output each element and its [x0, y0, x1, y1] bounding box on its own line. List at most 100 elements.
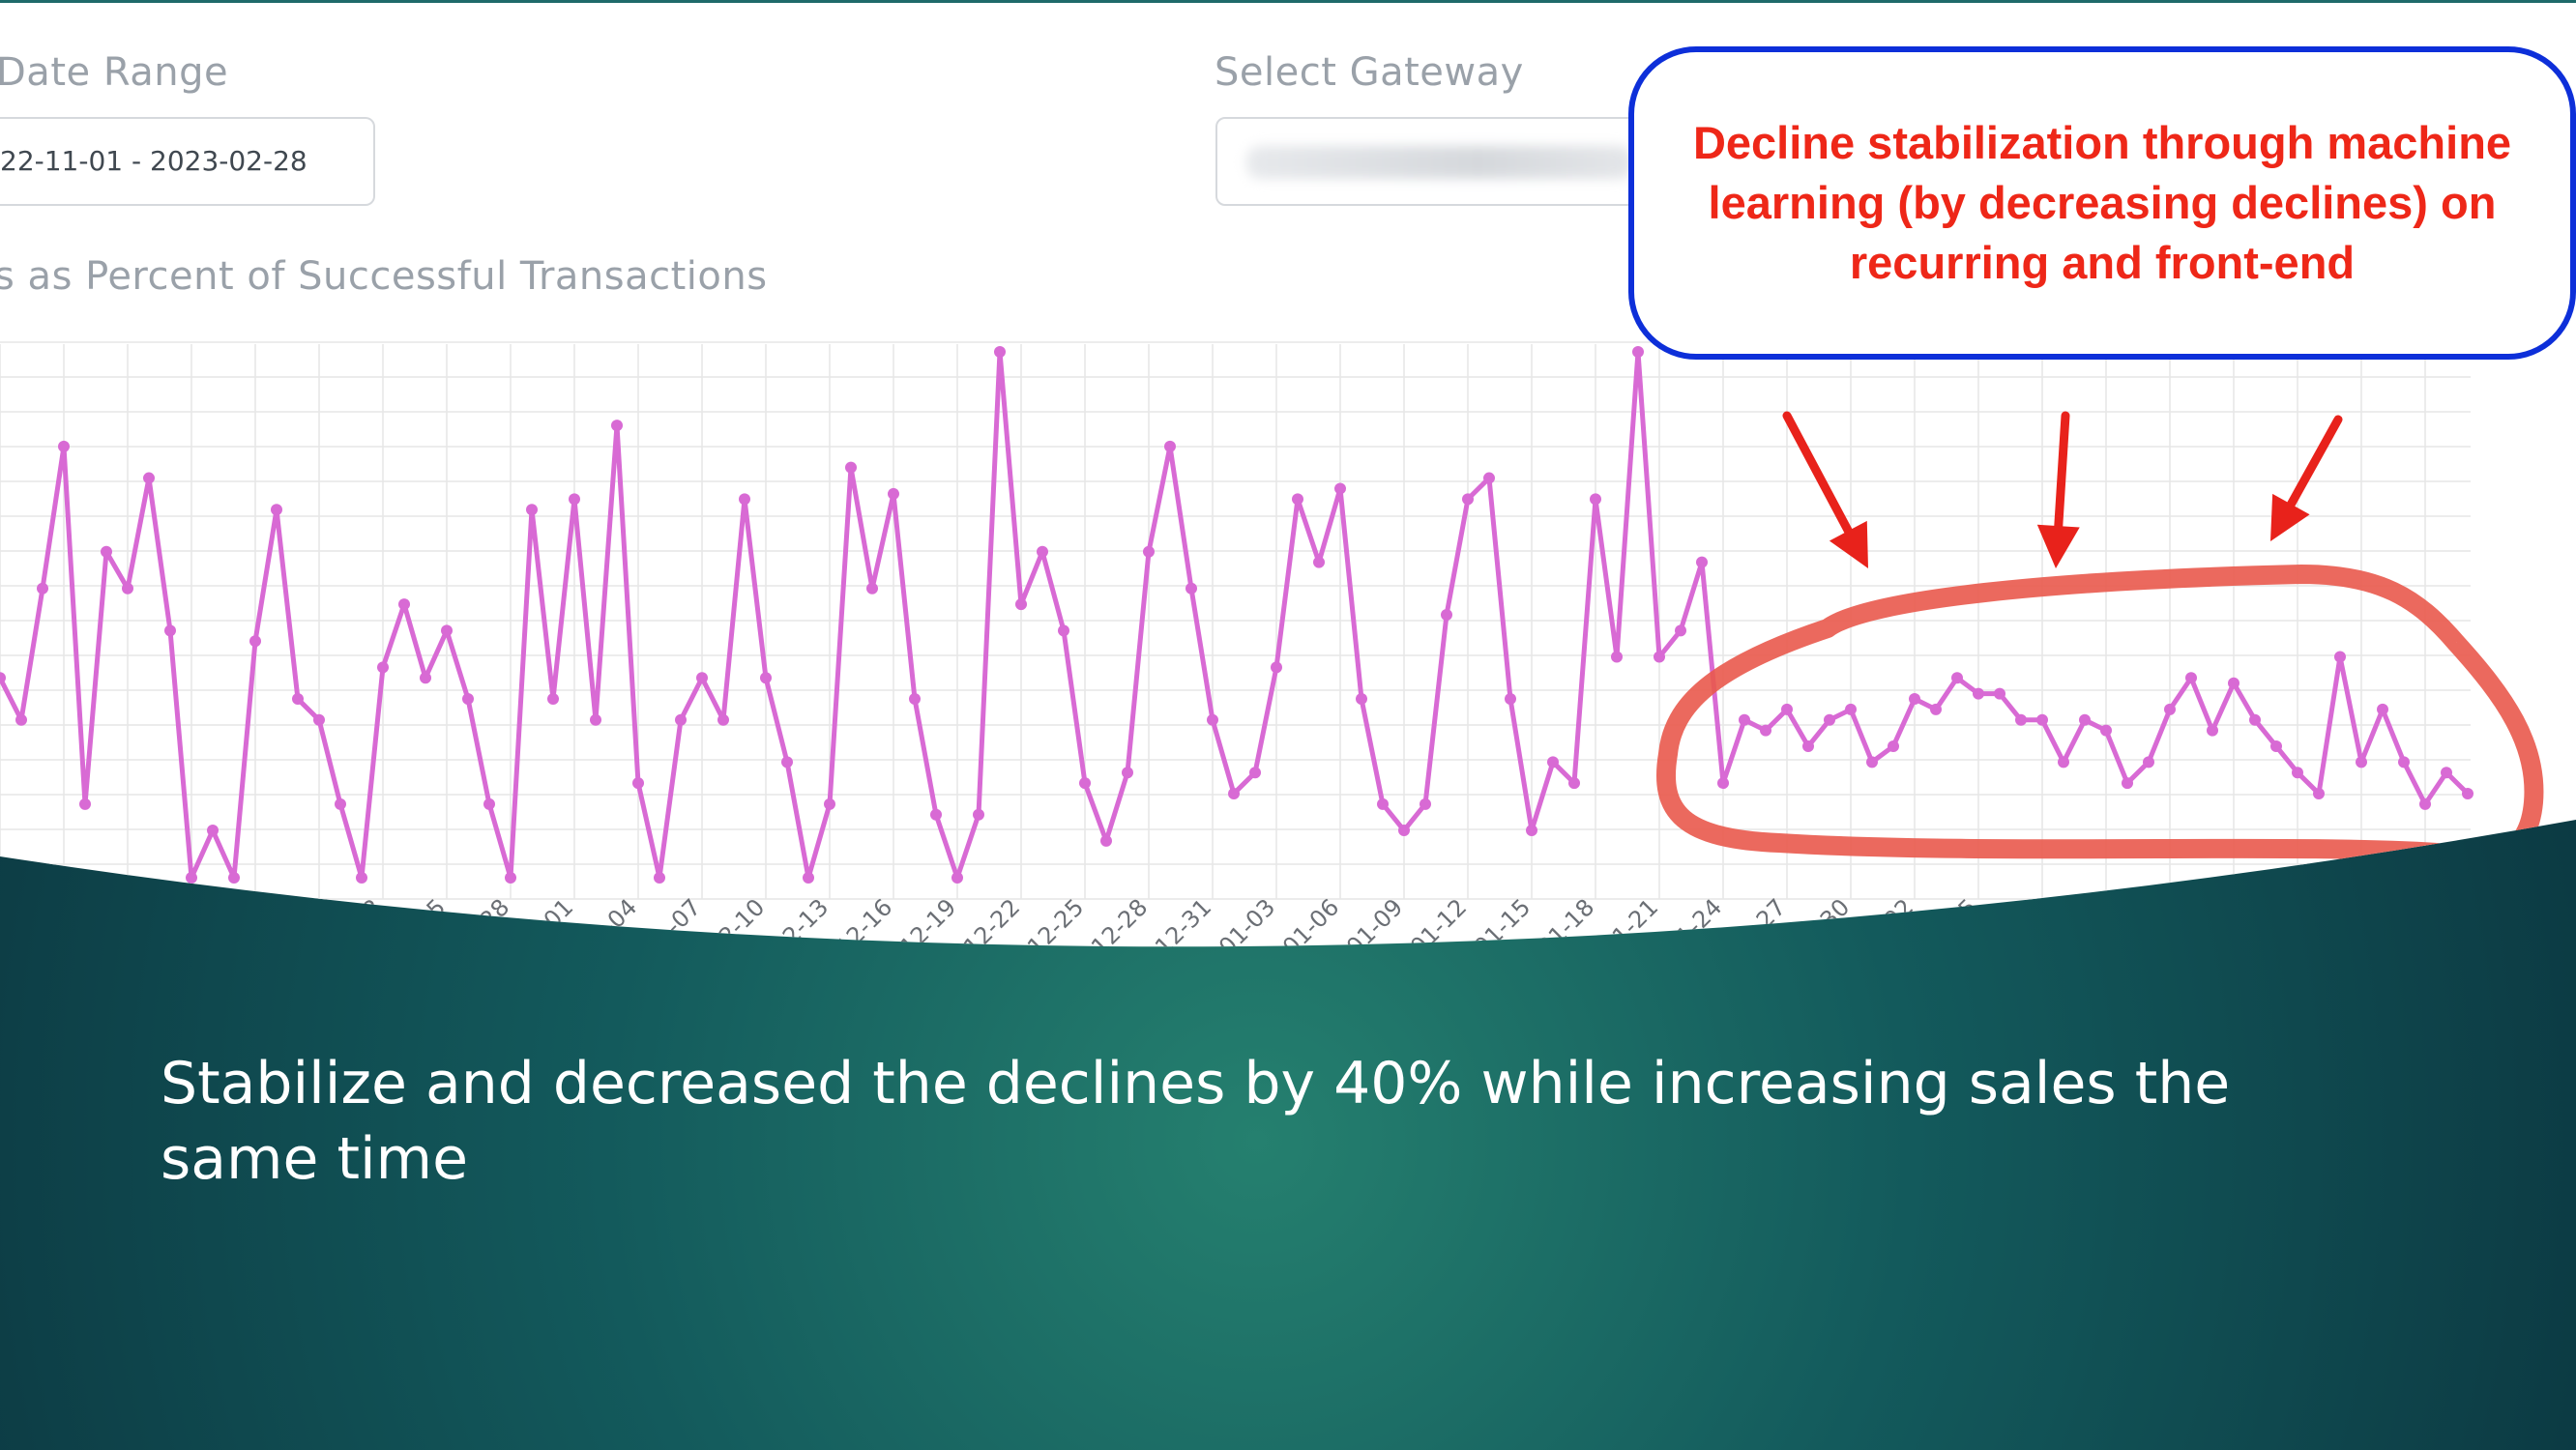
data-point	[1377, 798, 1389, 810]
arrow-head	[2270, 493, 2310, 541]
top-border	[0, 0, 2576, 3]
data-point	[2015, 713, 2027, 726]
x-tick-label: -08	[2001, 893, 2047, 940]
x-tick-label: 4	[2145, 893, 2175, 923]
x-tick-label: 7	[2209, 893, 2239, 923]
data-point	[2398, 756, 2410, 768]
x-tick-label: 2-13	[777, 893, 834, 949]
data-point	[1568, 777, 1580, 790]
data-point	[611, 420, 623, 432]
data-point	[1824, 713, 1835, 726]
x-tick-label: 02-02	[1852, 893, 1918, 960]
data-point	[1058, 624, 1069, 637]
data-point	[1951, 672, 1963, 684]
gateway-label: Select Gateway	[1215, 50, 1524, 95]
data-point	[1164, 440, 1176, 452]
data-point	[1100, 834, 1112, 847]
arrow-head	[1829, 520, 1868, 568]
x-tick-label: 01-27	[1724, 893, 1791, 960]
data-point	[1398, 825, 1410, 837]
data-point	[1313, 556, 1325, 568]
x-tick-label: 2-05	[1926, 893, 1982, 949]
data-point	[1994, 687, 2005, 700]
x-tick-label: 12-19	[894, 893, 961, 960]
annotation-callout: Decline stabilization through machine le…	[1628, 46, 2576, 360]
date-range-input[interactable]: 22-11-01 - 2023-02-28	[0, 117, 375, 206]
data-point	[547, 693, 559, 706]
data-point	[1654, 651, 1665, 663]
x-tick-label: 12-16	[831, 893, 897, 960]
data-point	[1037, 545, 1048, 558]
data-point	[1505, 693, 1516, 706]
data-point	[824, 798, 835, 810]
data-point	[1420, 798, 1431, 810]
data-point	[2292, 767, 2303, 779]
data-point	[1483, 472, 1495, 484]
data-point	[909, 693, 921, 706]
data-point	[143, 472, 155, 484]
data-point	[1271, 661, 1282, 674]
data-point	[717, 713, 729, 726]
data-point	[1675, 624, 1686, 637]
data-point	[1249, 767, 1261, 779]
data-point	[2164, 703, 2176, 715]
data-point	[1611, 651, 1623, 663]
arrow-shaft	[2286, 415, 2343, 509]
data-point	[2356, 756, 2367, 768]
data-point	[1547, 756, 1559, 768]
data-point	[1717, 777, 1729, 790]
gateway-select[interactable]	[1215, 117, 1660, 206]
data-point	[1739, 713, 1750, 726]
data-point	[2377, 703, 2388, 715]
data-point	[1122, 767, 1133, 779]
data-point	[2313, 787, 2325, 799]
data-point	[632, 777, 644, 790]
data-point	[462, 693, 474, 706]
data-point	[845, 461, 857, 474]
data-point	[228, 872, 240, 884]
slide-caption: Stabilize and decreased the declines by …	[161, 1050, 2231, 1193]
data-point	[803, 872, 814, 884]
data-point	[483, 798, 495, 810]
data-point	[398, 598, 410, 611]
data-point	[1015, 598, 1027, 611]
x-tick-label: 2-10	[714, 893, 770, 949]
data-point	[654, 872, 665, 884]
data-point	[569, 493, 580, 506]
data-point	[441, 624, 453, 637]
x-tick-label: -04	[597, 893, 643, 940]
data-point	[186, 872, 197, 884]
callout-text: Decline stabilization through machine le…	[1692, 117, 2512, 288]
x-tick-label: -12-22	[952, 893, 1025, 966]
data-point	[1526, 825, 1537, 837]
data-point	[1888, 740, 1899, 752]
data-point	[313, 713, 325, 726]
data-point	[1930, 703, 1942, 715]
data-point	[1334, 482, 1346, 495]
data-point	[866, 582, 878, 594]
data-point	[526, 504, 538, 516]
data-point	[377, 661, 389, 674]
data-point	[122, 582, 133, 594]
data-point	[505, 872, 516, 884]
data-point	[292, 693, 304, 706]
data-point	[271, 504, 282, 516]
x-tick-label: 11	[2070, 893, 2110, 933]
arrow-shaft	[1782, 411, 1853, 536]
data-point	[2122, 777, 2133, 790]
data-point	[1228, 787, 1240, 799]
data-point	[1632, 346, 1644, 358]
data-point	[1866, 756, 1878, 768]
data-point	[1143, 545, 1155, 558]
chart-title: s as Percent of Successful Transactions	[0, 254, 768, 299]
data-point	[356, 872, 367, 884]
data-point	[1292, 493, 1303, 506]
data-point	[1696, 556, 1708, 568]
data-point	[1356, 693, 1367, 706]
data-point	[994, 346, 1006, 358]
data-point	[2143, 756, 2154, 768]
data-point	[2058, 756, 2069, 768]
data-point	[79, 798, 91, 810]
data-point	[2207, 724, 2218, 737]
